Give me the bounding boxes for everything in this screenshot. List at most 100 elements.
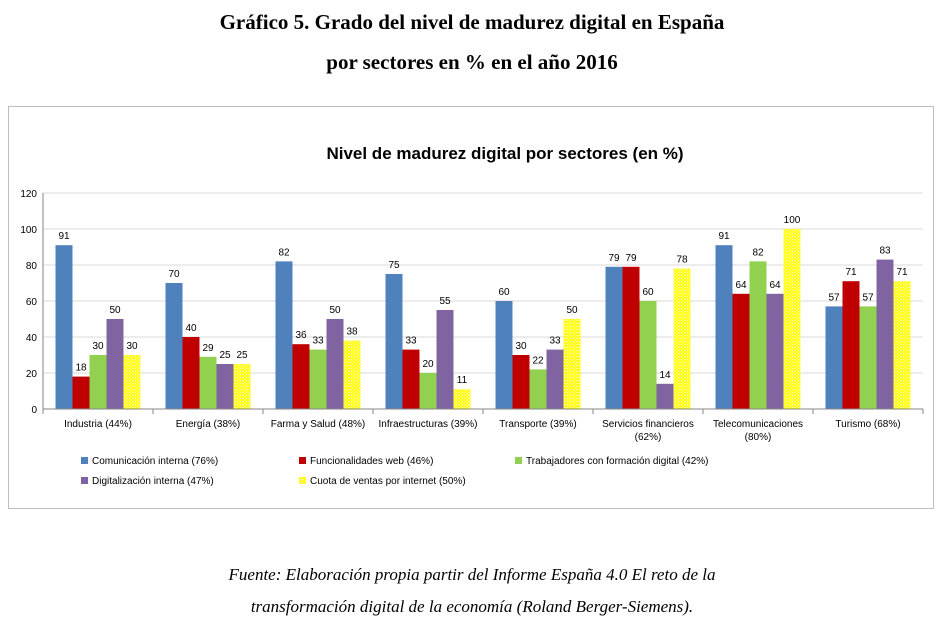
data-label: 57 <box>828 292 840 303</box>
data-label: 33 <box>549 336 561 347</box>
x-tick-label: Turismo (68%) <box>835 419 900 430</box>
figure-title-line-1: Gráfico 5. Grado del nivel de madurez di… <box>219 10 725 34</box>
bar <box>859 306 877 409</box>
legend-label: Digitalización interna (47%) <box>92 476 214 487</box>
bar <box>106 319 124 409</box>
data-label: 100 <box>784 215 801 226</box>
bar <box>233 364 251 409</box>
data-label: 11 <box>457 375 468 386</box>
y-tick-label-40: 40 <box>26 333 38 344</box>
data-label: 50 <box>109 305 121 316</box>
data-label: 50 <box>329 305 341 316</box>
x-tick-label: Transporte (39%) <box>499 419 576 430</box>
bar <box>453 389 471 409</box>
data-label: 55 <box>439 296 451 307</box>
legend-swatch <box>299 457 306 464</box>
bar <box>89 355 107 409</box>
data-label: 79 <box>608 253 620 264</box>
data-label: 25 <box>236 350 248 361</box>
x-tick-label: Farma y Salud (48%) <box>271 419 365 430</box>
x-tick-label: Infraestructuras (39%) <box>379 419 478 430</box>
data-label: 18 <box>75 363 87 374</box>
legend-swatch <box>81 477 88 484</box>
bar <box>199 356 217 409</box>
data-label: 25 <box>219 350 231 361</box>
bar <box>402 349 420 409</box>
legend-swatch <box>299 477 306 484</box>
legend-swatch <box>515 457 522 464</box>
bar <box>292 344 310 409</box>
data-label: 14 <box>659 370 671 381</box>
bar <box>309 349 327 409</box>
x-tick-label: (62%) <box>635 432 662 443</box>
bar <box>605 266 623 409</box>
data-label: 38 <box>346 327 358 338</box>
bar <box>546 349 564 409</box>
data-label: 33 <box>405 336 417 347</box>
data-label: 60 <box>498 287 510 298</box>
data-label: 71 <box>845 267 857 278</box>
bar <box>749 261 767 409</box>
data-label: 70 <box>168 269 180 280</box>
bar <box>495 301 513 409</box>
data-label: 64 <box>769 280 781 291</box>
y-tick-label-0: 0 <box>31 405 37 416</box>
bar <box>419 373 437 409</box>
data-label: 82 <box>752 247 764 258</box>
bar <box>55 245 73 409</box>
bar <box>182 337 200 409</box>
bar <box>842 281 860 409</box>
data-label: 75 <box>388 260 400 271</box>
data-label: 71 <box>896 267 908 278</box>
bar <box>529 369 547 409</box>
data-label: 30 <box>126 341 138 352</box>
data-label: 36 <box>295 330 307 341</box>
bar <box>893 281 911 409</box>
bar <box>639 301 657 409</box>
legend-label: Funcionalidades web (46%) <box>310 456 433 467</box>
data-label: 91 <box>718 231 730 242</box>
y-tick-label-20: 20 <box>26 369 38 380</box>
bar <box>732 293 750 409</box>
data-label: 40 <box>185 323 197 334</box>
legend-label: Cuota de ventas por internet (50%) <box>310 476 466 487</box>
x-tick-label: Industria (44%) <box>64 419 132 430</box>
data-label: 33 <box>312 336 324 347</box>
legend-label: Trabajadores con formación digital (42%) <box>526 456 709 467</box>
data-label: 78 <box>676 255 688 266</box>
bar <box>656 383 674 409</box>
data-label: 57 <box>862 292 874 303</box>
data-label: 29 <box>202 343 214 354</box>
bar <box>123 355 141 409</box>
legend-label: Comunicación interna (76%) <box>92 456 218 467</box>
bar <box>343 340 361 409</box>
data-label: 20 <box>422 359 434 370</box>
bar <box>825 306 843 409</box>
data-label: 30 <box>92 341 104 352</box>
bar <box>512 355 530 409</box>
y-tick-label-60: 60 <box>26 297 38 308</box>
bar <box>216 364 234 409</box>
source-caption-line-2: transformación digital de la economía (R… <box>250 597 694 616</box>
data-label: 50 <box>566 305 578 316</box>
x-tick-label: Servicios financieros <box>602 419 694 430</box>
chart-frame: Nivel de madurez digital por sectores (e… <box>8 106 934 509</box>
data-label: 91 <box>58 231 70 242</box>
bar-chart: Nivel de madurez digital por sectores (e… <box>20 144 924 487</box>
bar <box>766 293 784 409</box>
data-label: 83 <box>879 246 891 257</box>
legend-swatch <box>81 457 88 464</box>
x-tick-label: (80%) <box>745 432 772 443</box>
chart-title: Nivel de madurez digital por sectores (e… <box>326 144 683 163</box>
x-tick-label: Telecomunicaciones <box>713 419 803 430</box>
y-tick-label-120: 120 <box>20 189 37 200</box>
data-label: 64 <box>735 280 747 291</box>
data-label: 30 <box>515 341 527 352</box>
bar <box>275 261 293 409</box>
x-tick-label: Energía (38%) <box>176 419 240 430</box>
y-tick-label-80: 80 <box>26 261 38 272</box>
bar <box>563 319 581 409</box>
bar <box>622 266 640 409</box>
data-label: 60 <box>642 287 654 298</box>
data-label: 22 <box>532 355 544 366</box>
